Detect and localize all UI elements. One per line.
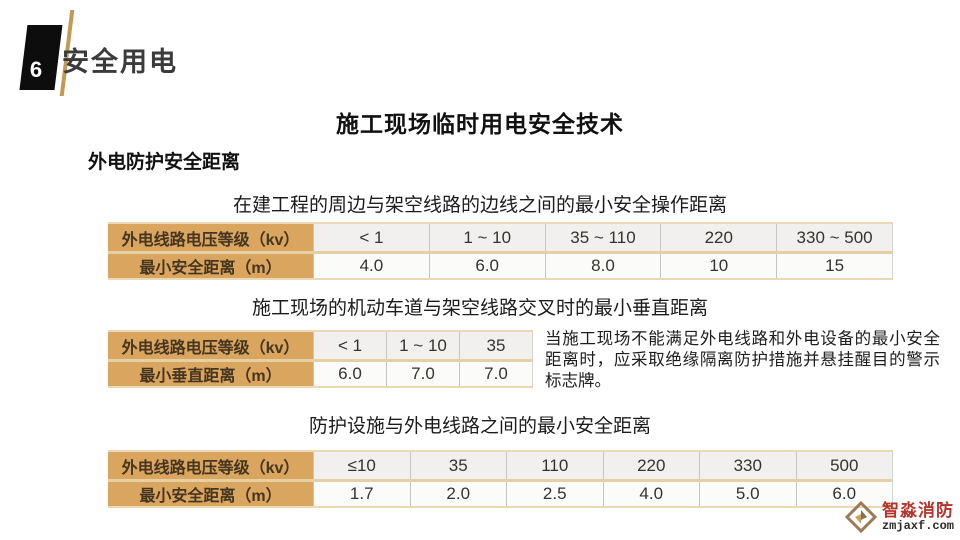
brand-domain: zmjaxf.com [881, 518, 954, 533]
chapter-title: 安全用电 [62, 47, 178, 77]
table-cell: 5.0 [699, 482, 796, 506]
row-label: 最小安全距离（m） [108, 482, 313, 506]
table-row: 最小安全距离（m） 4.0 6.0 8.0 10 15 [108, 251, 892, 278]
table-cell: 220 [660, 224, 777, 251]
table2-caption: 施工现场的机动车道与架空线路交叉时的最小垂直距离 [251, 298, 708, 319]
table-cell: 500 [795, 452, 892, 479]
table-min-safe-distance-protection: 外电线路电压等级（kv） ≤10 35 110 220 330 500 最小安全… [108, 450, 893, 508]
table-cell: 1.7 [313, 482, 410, 506]
table1-caption: 在建工程的周边与架空线路的边线之间的最小安全操作距离 [232, 195, 727, 216]
row-label: 外电线路电压等级（kv） [108, 332, 313, 359]
table-cell: 330 [699, 452, 796, 479]
table-cell: 220 [602, 452, 699, 479]
table-cell: 2.0 [409, 482, 506, 506]
table-cell: 6.0 [428, 254, 545, 278]
table-cell: 6.0 [795, 482, 892, 506]
row-label: 最小安全距离（m） [108, 254, 313, 278]
page-title: 施工现场临时用电安全技术 [336, 111, 624, 137]
table-cell: 15 [776, 254, 892, 278]
zhimiao-diamond-icon [844, 500, 878, 534]
table-cell: 4.0 [602, 482, 699, 506]
table-min-vertical-distance: 外电线路电压等级（kv） < 1 1 ~ 10 35 最小垂直距离（m） 6.0… [108, 330, 533, 388]
table-cell: 1 ~ 10 [386, 332, 459, 359]
table-cell: 7.0 [386, 362, 459, 386]
table-cell: 2.5 [506, 482, 603, 506]
table-min-safe-operating-distance: 外电线路电压等级（kv） < 1 1 ~ 10 35 ~ 110 220 330… [108, 222, 893, 280]
table-cell: 330 ~ 500 [776, 224, 892, 251]
table-cell: ≤10 [313, 452, 410, 479]
table-cell: 7.0 [459, 362, 532, 386]
table-row: 外电线路电压等级（kv） < 1 1 ~ 10 35 ~ 110 220 330… [108, 224, 892, 251]
table-cell: 35 ~ 110 [544, 224, 661, 251]
table-row: 最小垂直距离（m） 6.0 7.0 7.0 [108, 359, 532, 386]
table-row: 外电线路电压等级（kv） < 1 1 ~ 10 35 [108, 332, 532, 359]
table-cell: < 1 [313, 332, 386, 359]
table-cell: 1 ~ 10 [428, 224, 545, 251]
protection-note: 当施工现场不能满足外电线路和外电设备的最小安全距离时，应采取绝缘隔离防护措施并悬… [545, 330, 940, 390]
table-cell: 35 [409, 452, 506, 479]
section-title: 外电防护安全距离 [88, 152, 241, 173]
chapter-number: 6 [29, 57, 43, 82]
table-cell: 10 [660, 254, 777, 278]
table-cell: < 1 [313, 224, 429, 251]
chapter-number-box: 6 [19, 25, 63, 90]
brand-logo: 智淼消防 zmjaxf.com [844, 500, 954, 534]
table3-caption: 防护设施与外电线路之间的最小安全距离 [308, 416, 651, 437]
table-row: 外电线路电压等级（kv） ≤10 35 110 220 330 500 [108, 452, 892, 479]
table-cell: 35 [459, 332, 532, 359]
table-cell: 4.0 [313, 254, 429, 278]
row-label: 外电线路电压等级（kv） [108, 452, 313, 479]
brand-name: 智淼消防 [881, 500, 954, 520]
table-cell: 6.0 [313, 362, 386, 386]
row-label: 外电线路电压等级（kv） [108, 224, 313, 251]
table-cell: 110 [506, 452, 603, 479]
table-row: 最小安全距离（m） 1.7 2.0 2.5 4.0 5.0 6.0 [108, 479, 892, 506]
row-label: 最小垂直距离（m） [108, 362, 313, 386]
table-cell: 8.0 [544, 254, 661, 278]
